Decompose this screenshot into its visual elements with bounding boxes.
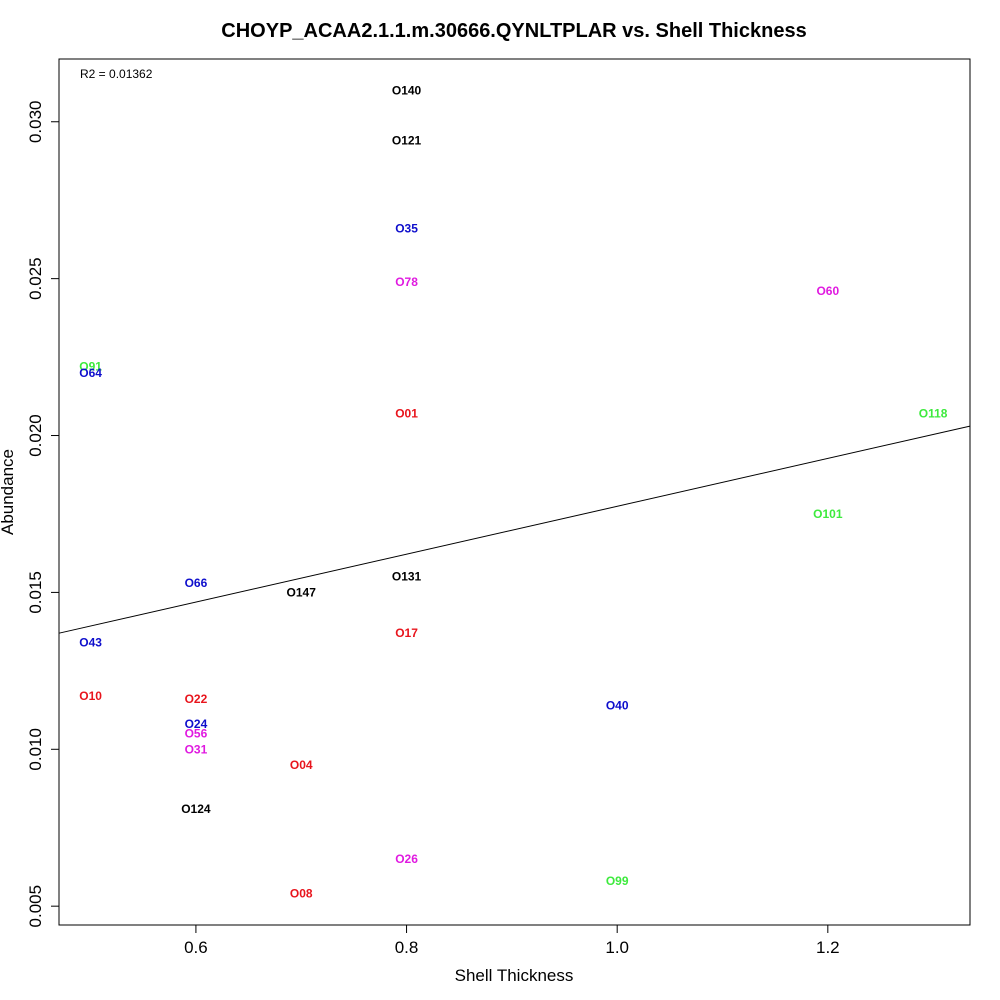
data-point-o01: O01 [395, 407, 418, 421]
y-tick-label: 0.025 [26, 257, 45, 300]
data-point-o10: O10 [79, 689, 102, 703]
chart-title: CHOYP_ACAA2.1.1.m.30666.QYNLTPLAR vs. Sh… [221, 20, 806, 42]
data-point-o56: O56 [185, 727, 208, 741]
data-point-o40: O40 [606, 698, 629, 712]
data-point-o43: O43 [79, 636, 102, 650]
data-point-o26: O26 [395, 852, 418, 866]
data-point-o118: O118 [919, 407, 948, 421]
data-point-o121: O121 [392, 134, 422, 148]
data-point-o66: O66 [185, 576, 208, 590]
data-point-o124: O124 [181, 802, 211, 816]
data-point-o60: O60 [816, 284, 839, 298]
x-tick-label: 0.6 [184, 938, 208, 957]
y-tick-label: 0.005 [26, 885, 45, 928]
data-point-o78: O78 [395, 275, 418, 289]
x-tick-label: 0.8 [395, 938, 419, 957]
data-point-o147: O147 [287, 585, 317, 599]
x-axis-label: Shell Thickness [455, 966, 574, 985]
regression-line [58, 425, 971, 634]
data-point-o131: O131 [392, 570, 422, 584]
y-tick-label: 0.020 [26, 414, 45, 457]
data-point-o64: O64 [79, 366, 102, 380]
data-point-o24: O24 [185, 717, 208, 731]
y-axis: 0.005 0.010 0.015 0.020 0.025 0.030 [26, 100, 59, 927]
y-tick-label: 0.010 [26, 728, 45, 771]
data-point-o140: O140 [392, 83, 422, 97]
y-tick-label: 0.015 [26, 571, 45, 614]
data-point-o04: O04 [290, 758, 313, 772]
x-tick-label: 1.0 [605, 938, 629, 957]
data-point-o08: O08 [290, 887, 313, 901]
data-point-o101: O101 [813, 507, 843, 521]
data-point-o35: O35 [395, 221, 418, 235]
y-tick-label: 0.030 [26, 100, 45, 143]
r2-annotation: R2 = 0.01362 [80, 67, 153, 81]
x-tick-label: 1.2 [816, 938, 840, 957]
data-point-o99: O99 [606, 874, 629, 888]
data-point-o22: O22 [185, 692, 208, 706]
data-point-o17: O17 [395, 626, 418, 640]
y-axis-label: Abundance [0, 449, 17, 535]
data-point-o91: O91 [79, 359, 102, 373]
x-axis: 0.6 0.8 1.0 1.2 [184, 925, 840, 957]
plot-frame [58, 58, 971, 926]
data-point-o31: O31 [185, 742, 208, 756]
